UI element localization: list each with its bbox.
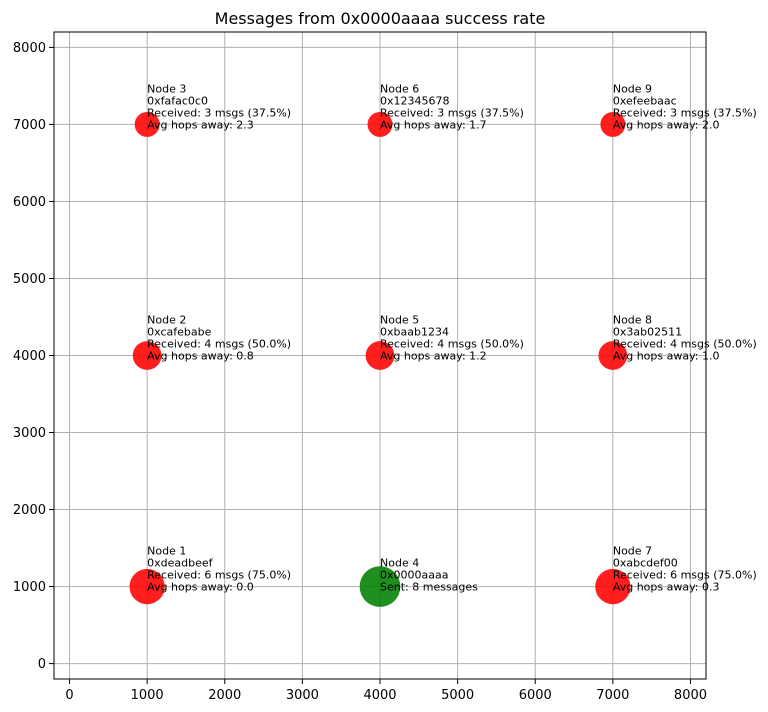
node-annotation-line: Received: 3 msgs (37.5%)	[613, 106, 757, 119]
receiver-node-point	[132, 341, 162, 370]
node-annotation-line: Sent: 8 messages	[380, 581, 478, 594]
x-tick-label: 4000	[363, 688, 396, 703]
node-annotation-line: Avg hops away: 1.7	[380, 118, 487, 131]
node-annotation-line: Node 3	[147, 82, 186, 95]
node-annotation-line: Node 1	[147, 545, 186, 558]
node-annotation-line: Node 7	[613, 545, 652, 558]
y-tick-label: 5000	[13, 272, 46, 287]
node-annotation-line: Avg hops away: 2.0	[613, 118, 720, 131]
receiver-node-point	[367, 111, 393, 137]
y-tick-label: 3000	[13, 426, 46, 441]
node-annotation-line: Node 8	[613, 314, 652, 327]
node-annotation-line: 0xdeadbeef	[147, 557, 213, 570]
sender-node-point	[359, 566, 401, 607]
y-tick-label: 8000	[13, 41, 46, 56]
data-points	[129, 111, 631, 607]
y-tick-label: 2000	[13, 503, 46, 518]
receiver-node-point	[600, 111, 626, 137]
node-annotation-line: Node 5	[380, 314, 419, 327]
x-tick-label: 0	[65, 688, 73, 703]
y-tick-label: 6000	[13, 195, 46, 210]
x-tick-label: 3000	[286, 688, 319, 703]
x-tick-label: 2000	[208, 688, 241, 703]
node-annotation-line: Avg hops away: 0.8	[147, 350, 254, 363]
receiver-node-point	[134, 111, 160, 137]
node-annotation-line: Node 4	[380, 557, 419, 570]
node-annotation-line: 0x0000aaaa	[380, 569, 448, 582]
receiver-node-point	[598, 341, 628, 370]
x-tick-label: 8000	[674, 688, 707, 703]
node-annotation-line: Avg hops away: 2.3	[147, 118, 254, 131]
y-tick-label: 0	[38, 657, 46, 672]
receiver-node-point	[595, 568, 631, 605]
y-tick-label: 7000	[13, 118, 46, 133]
node-annotation-line: 0xefeebaac	[613, 94, 677, 107]
x-tick-label: 6000	[519, 688, 552, 703]
node-annotation-line: 0x3ab02511	[613, 326, 682, 339]
node-annotation-line: 0xfafac0c0	[147, 94, 208, 107]
node-annotation-line: Received: 6 msgs (75.0%)	[147, 569, 291, 582]
node-annotation-line: Received: 6 msgs (75.0%)	[613, 569, 757, 582]
chart-title: Messages from 0x0000aaaa success rate	[215, 9, 546, 28]
node-annotation-line: 0xbaab1234	[380, 326, 449, 339]
x-tick-label: 5000	[441, 688, 474, 703]
node-annotation-line: Node 9	[613, 82, 652, 95]
node-annotation-line: Avg hops away: 0.0	[147, 581, 254, 594]
node-annotation-line: 0x12345678	[380, 94, 450, 107]
x-tick-label: 7000	[596, 688, 629, 703]
node-annotation-line: Received: 4 msgs (50.0%)	[147, 338, 291, 351]
node-annotation-line: Received: 3 msgs (37.5%)	[147, 106, 291, 119]
x-tick-label: 1000	[131, 688, 164, 703]
y-tick-label: 4000	[13, 349, 46, 364]
node-annotation-line: Node 6	[380, 82, 419, 95]
node-annotation-line: 0xcafebabe	[147, 326, 211, 339]
axis-ticks: 0 1000 2000 3000 4000 5000 6000 7000 8000 0 1000 20…	[13, 41, 707, 703]
node-annotation-line: Avg hops away: 1.0	[613, 350, 720, 363]
node-annotation-line: Received: 3 msgs (37.5%)	[380, 106, 524, 119]
plot-frame	[53, 31, 707, 680]
node-annotation-line: Received: 4 msgs (50.0%)	[613, 338, 757, 351]
y-tick-label: 1000	[13, 580, 46, 595]
node-annotation-line: Avg hops away: 1.2	[380, 350, 487, 363]
node-annotation-line: Received: 4 msgs (50.0%)	[380, 338, 524, 351]
node-annotation-line: Node 2	[147, 314, 186, 327]
node-annotation-line: Avg hops away: 0.3	[613, 581, 720, 594]
receiver-node-point	[129, 568, 165, 605]
node-annotation-line: 0xabcdef00	[613, 557, 678, 570]
receiver-node-point	[365, 341, 395, 370]
